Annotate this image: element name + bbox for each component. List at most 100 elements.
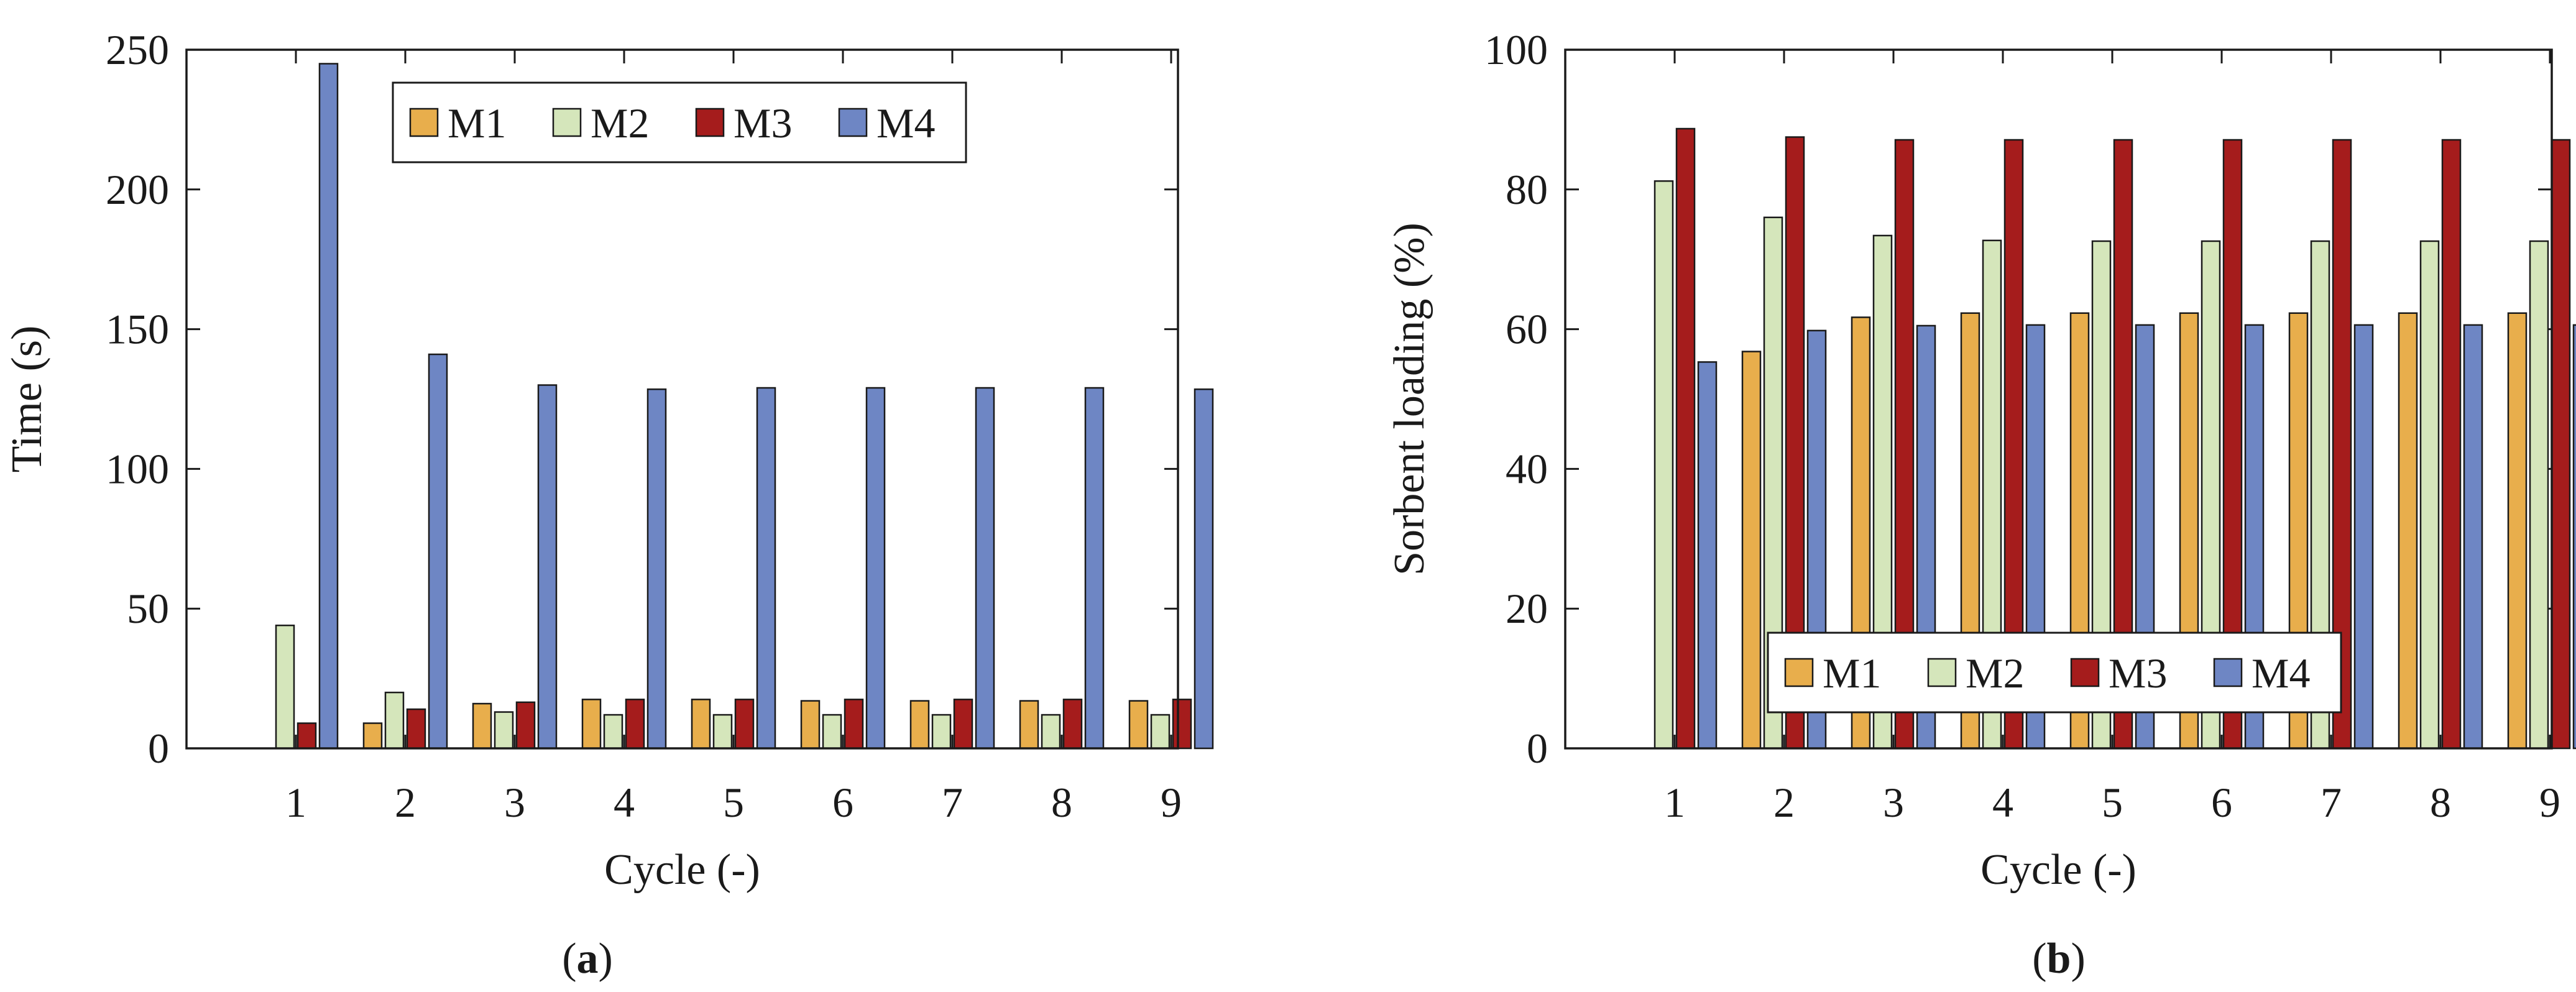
chart-panel-a: 0 50 100 150 200 250 1 2 3 4 5 6 7 8 9 Cycle (-) Time (s… (3, 26, 1214, 983)
y-tick-label: 200 (106, 166, 169, 213)
legend-swatch-m3 (695, 108, 725, 137)
bar-m2-cycle-6 (822, 714, 842, 750)
x-axis-label: Cycle (-) (1980, 846, 2137, 894)
bar-m2-cycle-2 (384, 691, 405, 750)
x-tick-label: 9 (1161, 779, 1182, 826)
bar-m1-cycle-2 (362, 722, 383, 750)
bar-m1-cycle-5 (691, 699, 711, 750)
bar-m3-cycle-8 (1062, 699, 1083, 750)
caption-open-paren: ( (562, 935, 576, 983)
axes-frame (185, 48, 1179, 750)
bar-m4-cycle-8 (2463, 324, 2483, 750)
legend-swatch-m1 (409, 108, 439, 137)
chart-panel-b: 0 20 40 60 80 100 1 2 3 4 5 6 7 8 9 Cycle (-) Sorbent lo… (1386, 26, 2576, 983)
bar-m4-cycle-9 (2572, 324, 2576, 750)
panel-caption: (a) (562, 935, 613, 983)
bar-m3-cycle-8 (2441, 139, 2462, 750)
bar-m4-cycle-1 (318, 63, 339, 750)
axes-frame (1564, 48, 2553, 750)
bar-m2-cycle-1 (1654, 180, 1674, 750)
bar-m2-cycle-4 (603, 714, 623, 750)
y-tick-label: 50 (127, 585, 169, 632)
legend-swatch-m1 (1784, 658, 1814, 687)
legend-label-m1: M1 (448, 99, 506, 147)
bar-m2-cycle-7 (931, 714, 952, 750)
caption-letter: a (577, 935, 599, 983)
legend-label-m4: M4 (2252, 650, 2310, 697)
caption-close-paren: ) (2071, 935, 2085, 983)
bar-m2-cycle-8 (1041, 714, 1061, 750)
caption-letter: b (2047, 935, 2071, 983)
bar-m1-cycle-8 (2398, 312, 2418, 750)
bar-m4-cycle-8 (1084, 387, 1105, 750)
legend-label-m1: M1 (1823, 650, 1881, 697)
x-tick-label: 6 (2211, 779, 2232, 826)
x-tick-label: 8 (2430, 779, 2451, 826)
x-tick-label: 8 (1051, 779, 1072, 826)
y-tick-label: 100 (106, 445, 169, 492)
y-tick-label: 250 (106, 26, 169, 73)
y-tick-label: 100 (1484, 26, 1548, 73)
caption-open-paren: ( (2032, 935, 2046, 983)
bar-m4-cycle-6 (865, 387, 886, 750)
bar-m1-cycle-4 (581, 699, 602, 750)
legend-swatch-m4 (838, 108, 868, 137)
legend-box (392, 81, 967, 163)
x-tick-label: 3 (504, 779, 525, 826)
bar-m1-cycle-9 (1128, 700, 1149, 750)
x-tick-label: 4 (1992, 779, 2013, 826)
bar-m4-cycle-5 (756, 387, 776, 750)
bar-m3-cycle-1 (1675, 127, 1696, 750)
legend-label-m3: M3 (734, 99, 792, 147)
bar-m3-cycle-7 (953, 699, 973, 750)
y-tick-label: 0 (1527, 725, 1548, 772)
x-tick-label: 7 (2321, 779, 2342, 826)
bar-m1-cycle-2 (1741, 351, 1762, 750)
bar-m2-cycle-1 (275, 624, 295, 750)
bar-m4-cycle-3 (537, 384, 558, 750)
y-tick-label: 80 (1506, 166, 1548, 213)
y-tick-label: 0 (148, 725, 169, 772)
bar-m4-cycle-1 (1697, 361, 1718, 750)
bar-m4-cycle-7 (975, 387, 995, 750)
bar-m2-cycle-5 (712, 714, 733, 750)
bar-m2-cycle-3 (494, 711, 514, 750)
x-tick-label: 5 (2102, 779, 2123, 826)
legend-swatch-m4 (2213, 658, 2243, 687)
bar-m3-cycle-2 (406, 708, 426, 750)
bar-m3-cycle-4 (625, 699, 645, 750)
bar-m2-cycle-9 (1150, 714, 1171, 750)
bar-m1-cycle-6 (800, 700, 821, 750)
x-tick-label: 9 (2539, 779, 2560, 826)
bar-m4-cycle-9 (1194, 388, 1214, 750)
legend-label-m4: M4 (876, 99, 935, 147)
legend-label-m2: M2 (591, 99, 649, 147)
legend-box (1767, 631, 2342, 714)
panel-caption: (b) (2032, 935, 2086, 983)
bar-m3-cycle-1 (297, 722, 317, 750)
x-tick-label: 1 (1664, 779, 1685, 826)
y-tick-label: 20 (1506, 585, 1548, 632)
bar-m1-cycle-8 (1019, 700, 1039, 750)
bar-m1-cycle-7 (909, 700, 930, 750)
bar-m3-cycle-9 (2551, 139, 2571, 750)
x-axis-label: Cycle (-) (604, 846, 760, 894)
legend-swatch-m2 (552, 108, 582, 137)
bar-m2-cycle-8 (2419, 240, 2440, 750)
bar-m4-cycle-4 (646, 388, 667, 750)
legend-swatch-m2 (1927, 658, 1957, 687)
bar-m4-cycle-7 (2353, 324, 2374, 750)
legend-label-m3: M3 (2109, 650, 2167, 697)
legend-swatch-m3 (2070, 658, 2100, 687)
legend-label-m2: M2 (1966, 650, 2024, 697)
y-tick-label: 40 (1506, 445, 1548, 492)
x-tick-label: 4 (614, 779, 635, 826)
legend: M1 M2 M3 M4 (392, 81, 967, 163)
bar-m3-cycle-9 (1172, 699, 1192, 750)
x-tick-label: 5 (723, 779, 744, 826)
y-axis-label: Time (s) (3, 326, 51, 473)
bar-m3-cycle-6 (844, 699, 864, 750)
bar-m1-cycle-9 (2507, 312, 2528, 750)
x-tick-label: 2 (395, 779, 416, 826)
